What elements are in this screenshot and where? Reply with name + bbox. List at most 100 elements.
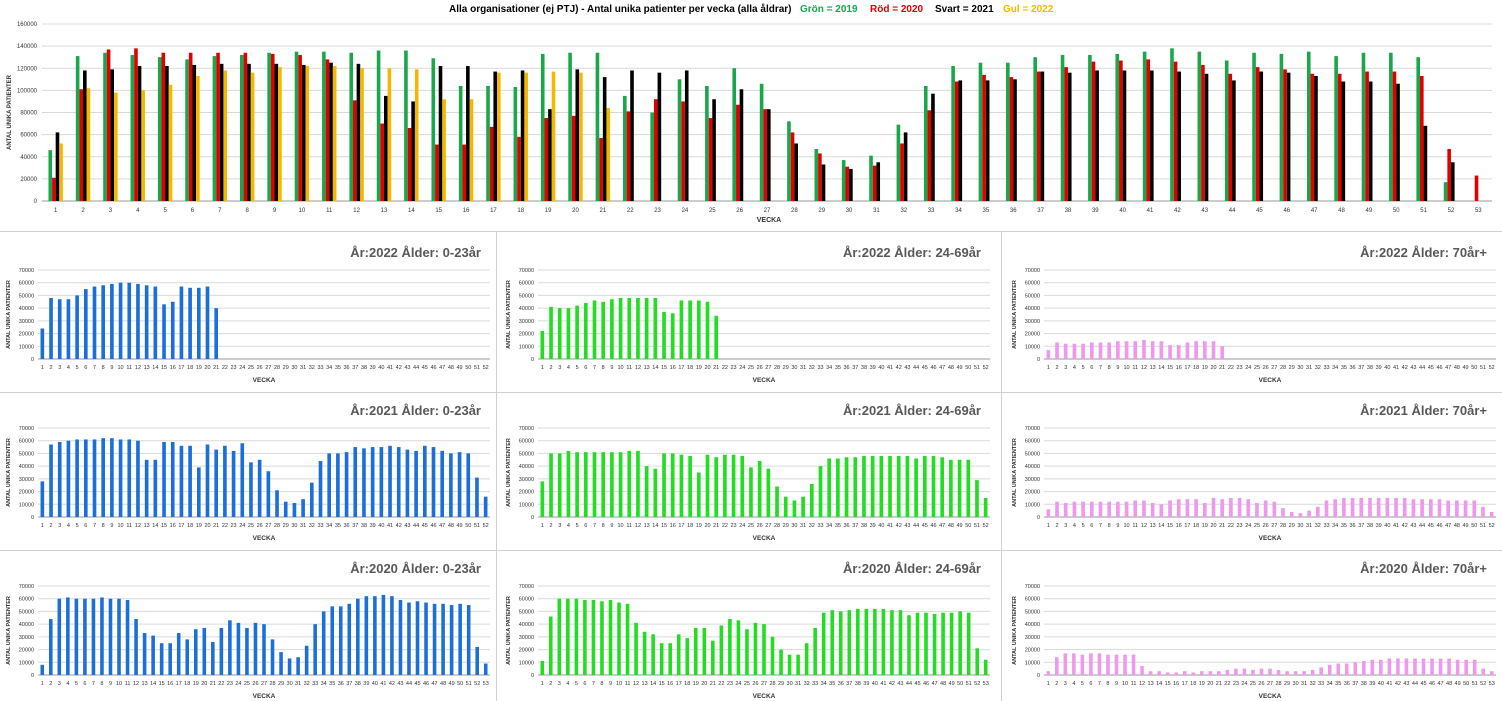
x-tick-label: 45 <box>1256 208 1263 214</box>
bar-week-13 <box>644 466 649 517</box>
x-tick-label: 45 <box>422 523 428 529</box>
bar-week-6 <box>1089 653 1093 675</box>
y-tick-label: 60000 <box>20 133 37 139</box>
x-tick-label: 20 <box>572 208 579 214</box>
x-tick-label: 31 <box>800 365 806 371</box>
x-tick-label: 2 <box>49 681 52 687</box>
x-tick-label: 38 <box>1367 365 1373 371</box>
x-tick-label: 37 <box>1037 208 1044 214</box>
x-tick-label: 17 <box>178 365 184 371</box>
x-tick-label: 14 <box>152 523 158 529</box>
x-tick-label: 37 <box>346 681 352 687</box>
x-axis-label: VECKA <box>1259 377 1282 384</box>
bar-week-26 <box>1259 668 1264 675</box>
bar-week-44 <box>407 602 411 675</box>
x-tick-label: 41 <box>887 365 893 371</box>
x-tick-label: 29 <box>283 365 289 371</box>
bar-week-14 <box>1159 341 1164 359</box>
x-tick-label: 51 <box>1480 365 1486 371</box>
x-tick-label: 2 <box>50 365 53 371</box>
x-tick-label: 37 <box>352 365 358 371</box>
bar-2019-week-36 <box>1006 62 1010 201</box>
x-tick-label: 1 <box>41 365 44 371</box>
bar-week-26 <box>1263 500 1268 517</box>
x-tick-label: 23 <box>1237 523 1243 529</box>
bar-2019-week-30 <box>841 160 846 201</box>
bar-week-9 <box>1114 654 1119 675</box>
bar-week-6 <box>583 303 588 359</box>
bar-week-20 <box>1211 497 1216 517</box>
bar-week-5 <box>75 439 79 517</box>
bar-2021-week-24 <box>684 70 689 202</box>
x-tick-label: 23 <box>727 681 733 687</box>
bar-week-28 <box>275 490 279 517</box>
x-tick-label: 7 <box>1099 365 1102 371</box>
bar-2020-week-15 <box>435 144 439 201</box>
x-tick-label: 14 <box>652 523 658 529</box>
bar-2019-week-46 <box>1279 53 1284 202</box>
bar-week-31 <box>1307 510 1311 517</box>
x-tick-label: 50 <box>965 523 971 529</box>
bar-week-5 <box>75 295 79 359</box>
x-tick-label: 45 <box>922 523 928 529</box>
bar-2022-week-11 <box>332 66 337 201</box>
bar-2020-week-49 <box>1365 71 1369 201</box>
bar-week-52 <box>475 647 479 675</box>
x-tick-label: 10 <box>616 681 622 687</box>
x-tick-label: 6 <box>583 681 586 687</box>
bar-week-34 <box>827 458 832 517</box>
y-tick-label: 0 <box>531 515 534 521</box>
x-tick-label: 14 <box>152 365 158 371</box>
bar-2022-week-2 <box>86 88 91 201</box>
x-tick-label: 36 <box>1344 681 1350 687</box>
x-tick-label: 37 <box>1358 365 1364 371</box>
x-tick-label: 22 <box>222 365 228 371</box>
bar-week-25 <box>245 627 249 675</box>
x-tick-label: 4 <box>67 523 70 529</box>
bar-week-37 <box>347 603 352 675</box>
x-tick-label: 29 <box>783 365 789 371</box>
bar-week-50 <box>1472 500 1477 517</box>
bar-week-22 <box>1225 669 1230 675</box>
x-tick-label: 10 <box>1124 523 1130 529</box>
bar-2021-week-22 <box>630 70 634 202</box>
x-tick-label: 43 <box>1410 365 1416 371</box>
x-tick-label: 1 <box>1047 523 1050 529</box>
bar-week-1 <box>540 661 545 675</box>
x-tick-label: 48 <box>448 523 454 529</box>
x-tick-label: 21 <box>600 208 607 214</box>
chart-2022-age-24-69: År:2022 Ålder: 24-69år 0 10000 20000 30000 40… <box>506 245 990 384</box>
x-tick-label: 51 <box>466 681 472 687</box>
x-tick-label: 6 <box>191 208 195 214</box>
x-tick-label: 3 <box>1064 681 1067 687</box>
x-tick-label: 45 <box>422 365 428 371</box>
bar-week-52 <box>1481 668 1485 675</box>
bar-week-12 <box>136 283 140 359</box>
x-tick-label: 50 <box>457 681 463 687</box>
x-tick-label: 51 <box>474 365 480 371</box>
bar-2019-week-43 <box>1197 51 1202 201</box>
y-tick-label: 30000 <box>1025 635 1040 641</box>
x-tick-label: 19 <box>696 523 702 529</box>
x-tick-label: 13 <box>144 523 150 529</box>
x-tick-label: 47 <box>1445 523 1451 529</box>
x-tick-label: 15 <box>161 523 167 529</box>
x-tick-label: 10 <box>618 523 624 529</box>
bar-week-21 <box>1220 346 1225 359</box>
x-tick-label: 18 <box>687 523 693 529</box>
x-tick-label: 13 <box>644 523 650 529</box>
bar-week-14 <box>651 634 655 675</box>
bar-week-37 <box>853 457 858 517</box>
x-tick-label: 21 <box>1219 365 1225 371</box>
x-tick-label: 28 <box>1275 681 1281 687</box>
bar-2019-week-20 <box>568 52 572 202</box>
x-tick-label: 8 <box>100 681 103 687</box>
bar-week-26 <box>753 622 758 675</box>
bar-week-20 <box>1211 341 1216 359</box>
bar-2020-week-12 <box>353 100 357 201</box>
bar-2019-week-45 <box>1252 52 1256 202</box>
bar-week-35 <box>836 458 840 517</box>
x-tick-label: 38 <box>855 681 861 687</box>
x-tick-label: 29 <box>778 681 784 687</box>
x-tick-label: 26 <box>257 365 263 371</box>
